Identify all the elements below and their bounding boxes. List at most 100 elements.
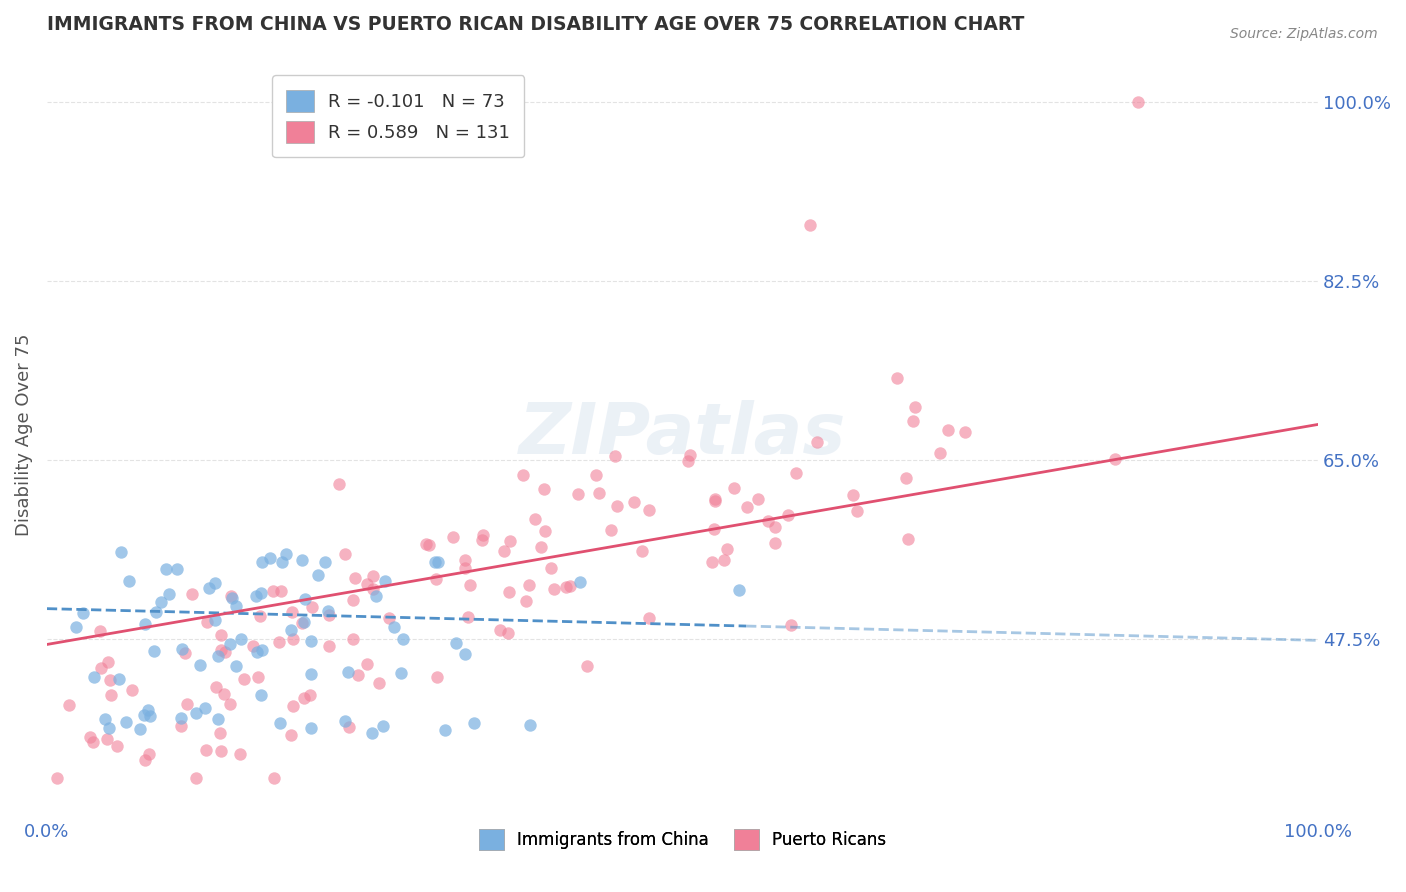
Point <box>246 670 269 684</box>
Point <box>897 532 920 546</box>
Text: ZIPatlas: ZIPatlas <box>519 401 846 469</box>
Point <box>121 683 143 698</box>
Point <box>426 555 449 569</box>
Point <box>471 533 494 547</box>
Point <box>291 616 314 631</box>
Point <box>676 453 699 467</box>
Point <box>903 414 925 428</box>
Point <box>184 771 207 785</box>
Point <box>554 580 576 594</box>
Point <box>98 721 121 735</box>
Point <box>299 689 322 703</box>
Point <box>337 720 360 734</box>
Point <box>225 659 247 673</box>
Point <box>129 722 152 736</box>
Point <box>291 553 314 567</box>
Point <box>166 561 188 575</box>
Point <box>727 582 749 597</box>
Point <box>512 467 534 482</box>
Point <box>107 672 129 686</box>
Point <box>588 486 610 500</box>
Point <box>543 582 565 596</box>
Point <box>280 727 302 741</box>
Point <box>82 735 104 749</box>
Point <box>79 730 101 744</box>
Point <box>347 668 370 682</box>
Point <box>463 716 485 731</box>
Point <box>953 425 976 439</box>
Point <box>259 551 281 566</box>
Point <box>96 731 118 746</box>
Point <box>585 468 607 483</box>
Point <box>361 569 384 583</box>
Point <box>46 771 69 785</box>
Point <box>845 504 868 518</box>
Point <box>678 448 700 462</box>
Point <box>299 634 322 648</box>
Point <box>457 610 479 624</box>
Point <box>138 709 160 723</box>
Point <box>929 446 952 460</box>
Point <box>207 712 229 726</box>
Point <box>249 586 271 600</box>
Point <box>250 688 273 702</box>
Point <box>276 547 298 561</box>
Point <box>207 649 229 664</box>
Point <box>454 647 477 661</box>
Point <box>623 495 645 509</box>
Point <box>270 583 292 598</box>
Point <box>382 620 405 634</box>
Point <box>515 593 537 607</box>
Point <box>425 572 447 586</box>
Point <box>492 544 515 558</box>
Point <box>415 536 437 550</box>
Point <box>374 574 396 589</box>
Point <box>242 639 264 653</box>
Point <box>157 587 180 601</box>
Point <box>799 218 821 232</box>
Point <box>134 753 156 767</box>
Point <box>231 632 253 646</box>
Point <box>567 487 589 501</box>
Point <box>299 721 322 735</box>
Point <box>471 528 494 542</box>
Point <box>723 481 745 495</box>
Point <box>318 639 340 653</box>
Point <box>280 623 302 637</box>
Point <box>180 587 202 601</box>
Point <box>134 707 156 722</box>
Point <box>72 606 94 620</box>
Point <box>249 608 271 623</box>
Point <box>606 499 628 513</box>
Point <box>143 643 166 657</box>
Point <box>252 555 274 569</box>
Point <box>195 743 218 757</box>
Point <box>534 524 557 539</box>
Point <box>638 611 661 625</box>
Point <box>90 660 112 674</box>
Point <box>115 715 138 730</box>
Point <box>361 582 384 597</box>
Point <box>173 647 195 661</box>
Point <box>713 553 735 567</box>
Point <box>763 536 786 550</box>
Point <box>209 627 232 641</box>
Point <box>229 747 252 761</box>
Point <box>356 577 378 591</box>
Point <box>262 583 284 598</box>
Point <box>747 491 769 506</box>
Point <box>138 747 160 761</box>
Point <box>145 605 167 619</box>
Point <box>214 687 236 701</box>
Point <box>333 547 356 561</box>
Legend: Immigrants from China, Puerto Ricans: Immigrants from China, Puerto Ricans <box>472 822 893 856</box>
Point <box>426 670 449 684</box>
Point <box>204 680 226 694</box>
Text: Source: ZipAtlas.com: Source: ZipAtlas.com <box>1230 27 1378 41</box>
Point <box>105 739 128 754</box>
Point <box>204 614 226 628</box>
Y-axis label: Disability Age Over 75: Disability Age Over 75 <box>15 334 32 536</box>
Point <box>904 400 927 414</box>
Point <box>225 599 247 613</box>
Point <box>703 522 725 536</box>
